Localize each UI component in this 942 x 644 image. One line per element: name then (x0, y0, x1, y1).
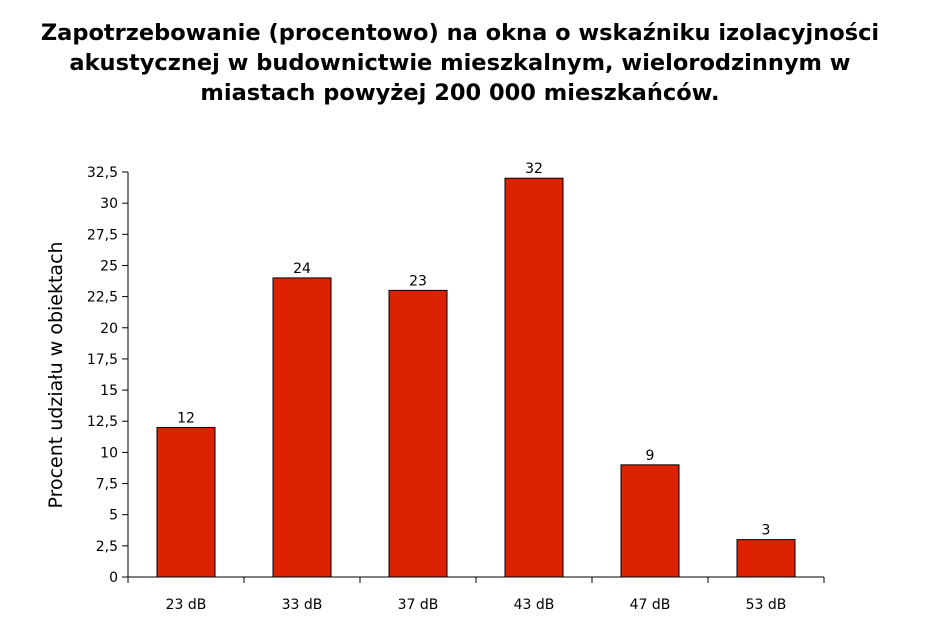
y-tick-label: 25 (100, 258, 118, 274)
y-tick-label: 30 (100, 196, 118, 212)
bar (620, 464, 680, 578)
data-labels: 12 24 23 32 9 3 (177, 161, 770, 538)
chart-title-line-2: akustycznej w budownictwie mieszkalnym, … (69, 50, 851, 76)
chart-title-line-1: Zapotrzebowanie (procentowo) na okna o w… (40, 20, 880, 46)
x-axis: 23 dB 33 dB 37 dB 43 dB 47 dB 53 dB (127, 576, 825, 613)
bars (156, 177, 796, 578)
y-tick-label: 15 (100, 383, 118, 399)
y-axis: 0 2,5 5 7,5 10 12,5 15 17,5 20 22,5 25 27,5 30 32,5 (87, 165, 129, 586)
data-label: 12 (177, 410, 195, 426)
x-tick-label: 33 dB (282, 597, 323, 613)
bar (388, 289, 448, 578)
x-tick-label: 47 dB (630, 597, 671, 613)
bar (156, 426, 216, 578)
y-tick-label: 2,5 (96, 539, 118, 555)
data-label: 24 (293, 261, 311, 277)
y-tick-label: 10 (100, 445, 118, 461)
y-axis-label: Procent udziału w obiektach (45, 241, 67, 508)
y-tick-label: 5 (109, 508, 118, 524)
data-label: 9 (646, 448, 655, 464)
data-label: 3 (762, 523, 771, 539)
y-tick-label: 0 (109, 570, 118, 586)
y-tick-label: 20 (100, 321, 118, 337)
y-tick-label: 22,5 (87, 290, 118, 306)
y-tick-label: 12,5 (87, 414, 118, 430)
y-tick-label: 32,5 (87, 165, 118, 181)
bar (272, 277, 332, 578)
x-tick-label: 53 dB (746, 597, 787, 613)
x-tick-label: 37 dB (398, 597, 439, 613)
data-label: 23 (409, 273, 427, 289)
y-tick-label: 17,5 (87, 352, 118, 368)
x-tick-label: 23 dB (166, 597, 207, 613)
y-tick-label: 7,5 (96, 477, 118, 493)
x-tick-label: 43 dB (514, 597, 555, 613)
chart-title: Zapotrzebowanie (procentowo) na okna o w… (0, 18, 920, 108)
bar (504, 177, 564, 578)
data-label: 32 (525, 161, 543, 177)
bar (736, 539, 796, 578)
chart-title-line-3: miastach powyżej 200 000 mieszkańców. (200, 80, 720, 106)
y-tick-label: 27,5 (87, 227, 118, 243)
